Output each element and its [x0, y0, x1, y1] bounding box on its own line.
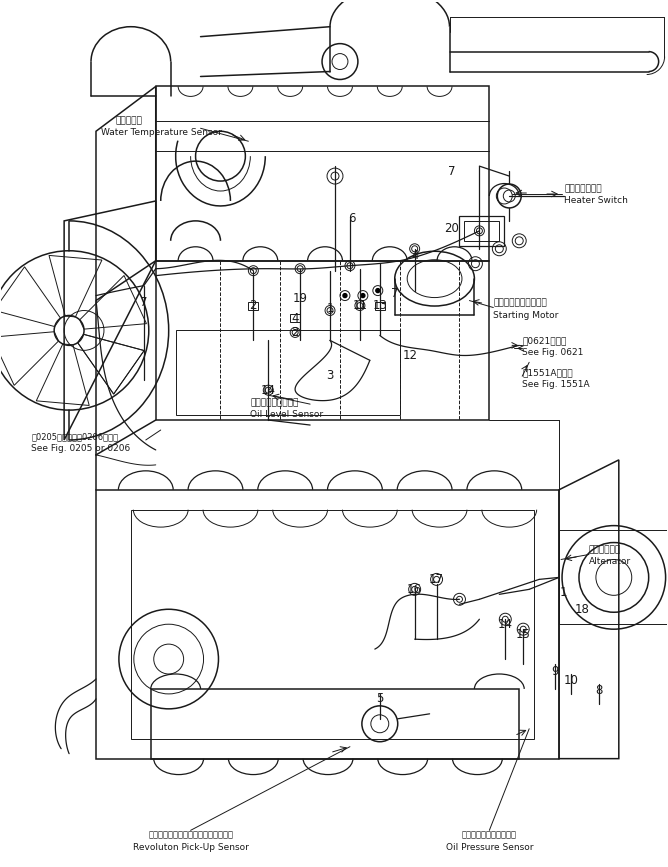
Text: 1: 1 — [559, 586, 566, 599]
Text: 12: 12 — [402, 349, 418, 362]
Text: オイルレベルセンサ: オイルレベルセンサ — [250, 398, 299, 407]
Text: 17: 17 — [429, 573, 444, 586]
Text: 20: 20 — [444, 222, 459, 235]
Text: See Fig. 0621: See Fig. 0621 — [522, 349, 584, 357]
Text: 1: 1 — [326, 302, 334, 315]
Text: See Fig. 0205 or 0206: See Fig. 0205 or 0206 — [31, 444, 130, 453]
Text: Oil Pressure Sensor: Oil Pressure Sensor — [446, 844, 533, 852]
Text: 2: 2 — [291, 326, 299, 339]
Bar — [464, 221, 499, 241]
Text: オイルプレッシャセンサ: オイルプレッシャセンサ — [462, 831, 517, 839]
Bar — [375, 302, 385, 310]
Text: 10: 10 — [564, 675, 578, 688]
Text: 5: 5 — [376, 693, 383, 706]
Text: 3: 3 — [327, 368, 334, 381]
Text: 第1551A図参照: 第1551A図参照 — [522, 368, 573, 377]
Text: 18: 18 — [574, 603, 589, 616]
Text: Water Temperature Sensor: Water Temperature Sensor — [101, 128, 222, 137]
Text: ヒータスイッチ: ヒータスイッチ — [564, 184, 602, 193]
Text: 14: 14 — [498, 617, 513, 630]
Text: 4: 4 — [411, 249, 418, 262]
Text: 2: 2 — [250, 299, 257, 312]
Text: 7: 7 — [140, 296, 148, 309]
Text: 第0621図参照: 第0621図参照 — [522, 336, 566, 345]
Text: 16: 16 — [407, 583, 422, 596]
Text: 15: 15 — [516, 628, 530, 641]
Text: スターティングモータ: スターティングモータ — [494, 298, 547, 308]
Text: 6: 6 — [348, 212, 355, 225]
Text: オルタネータ: オルタネータ — [589, 545, 621, 555]
Text: 4: 4 — [291, 312, 299, 325]
Text: 11: 11 — [353, 299, 367, 312]
Text: 9: 9 — [551, 664, 559, 677]
Text: 13: 13 — [372, 299, 387, 312]
Text: Starting Motor: Starting Motor — [494, 310, 558, 320]
Text: Revoluton Pick-Up Sensor: Revoluton Pick-Up Sensor — [133, 844, 248, 852]
Bar — [460, 216, 504, 245]
Text: 7: 7 — [448, 165, 456, 178]
Bar — [248, 302, 259, 310]
Text: 水温センサ: 水温センサ — [116, 116, 143, 126]
Text: 19: 19 — [293, 292, 308, 305]
Circle shape — [343, 294, 347, 297]
Text: 14: 14 — [261, 384, 276, 397]
Circle shape — [361, 294, 365, 297]
Bar — [290, 315, 300, 323]
Text: レボリューションピックアップセンサ: レボリューションピックアップセンサ — [148, 831, 233, 839]
Text: 8: 8 — [595, 684, 603, 697]
Circle shape — [376, 289, 380, 292]
Text: Altenator: Altenator — [589, 557, 631, 566]
Text: 7: 7 — [391, 287, 399, 300]
Text: Heater Switch: Heater Switch — [564, 196, 628, 205]
Text: Oil Level Sensor: Oil Level Sensor — [250, 410, 323, 419]
Text: 第0205図または第0206図参照: 第0205図または第0206図参照 — [31, 432, 118, 441]
Text: See Fig. 1551A: See Fig. 1551A — [522, 381, 590, 389]
